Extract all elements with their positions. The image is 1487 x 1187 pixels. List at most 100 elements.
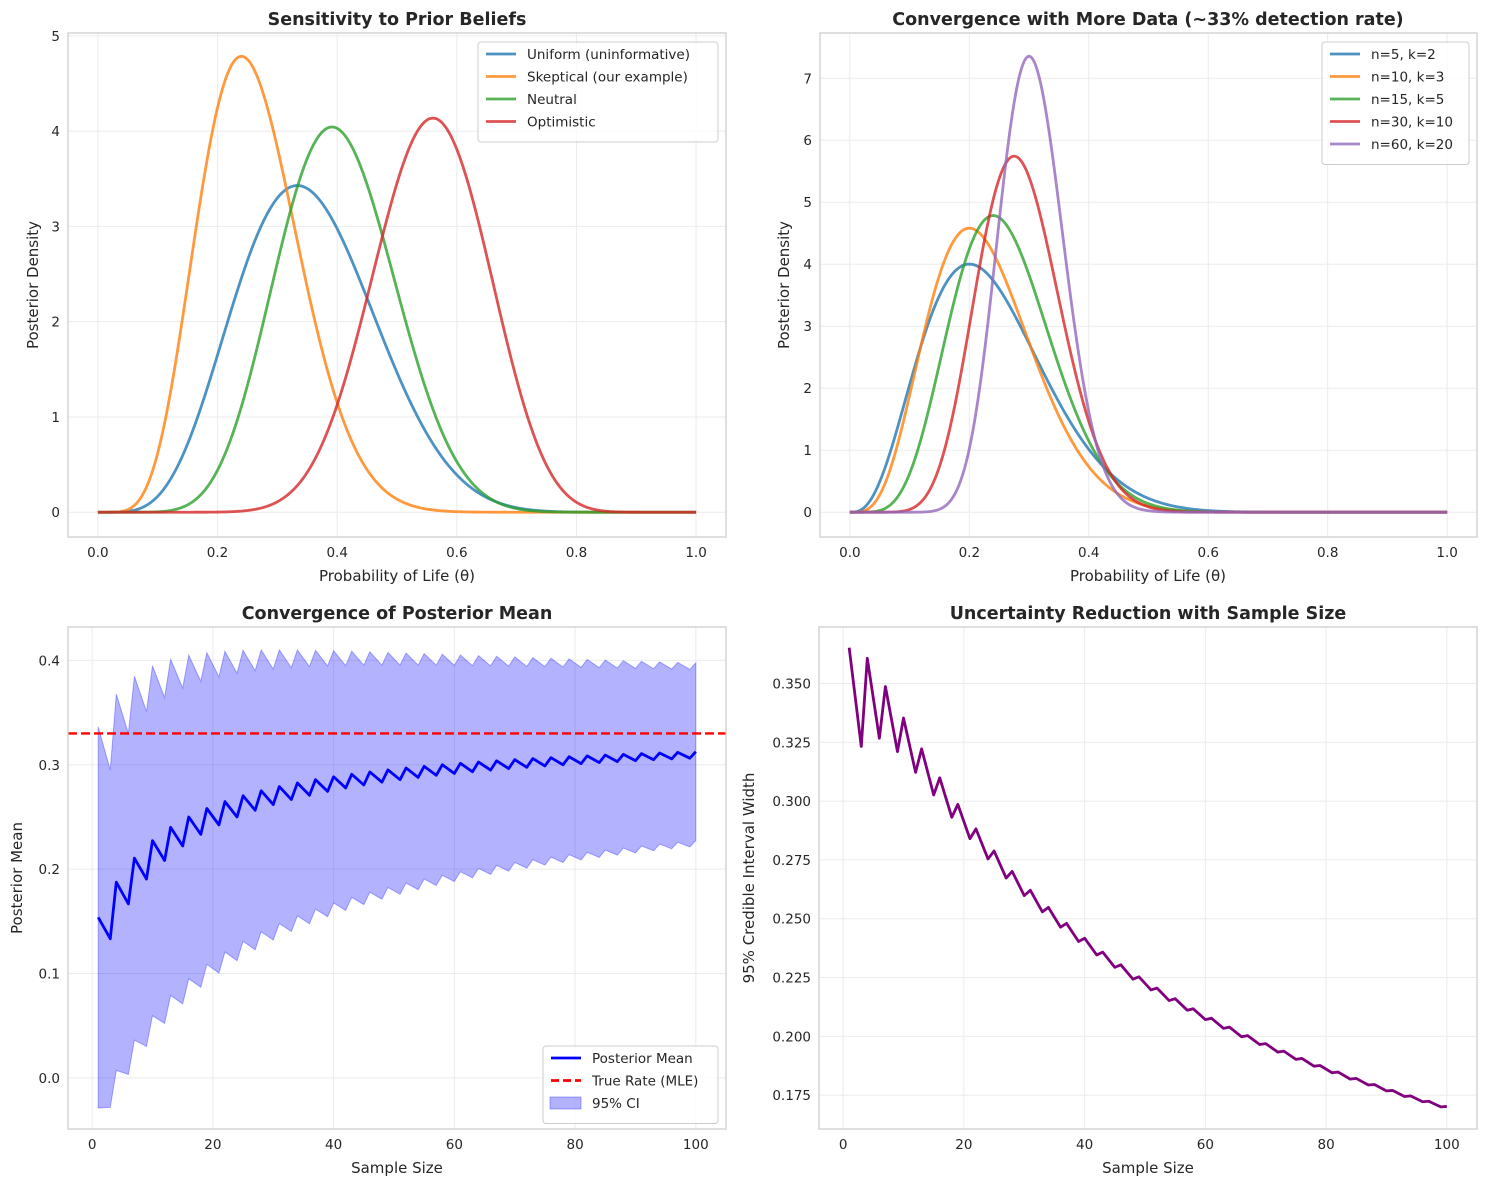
chart-title: Convergence of Posterior Mean [242,604,553,624]
y-tick-label: 1 [51,410,60,426]
y-tick-label: 5 [803,195,812,211]
posterior-mean-line [96,750,697,941]
y-tick-label: 6 [803,133,812,149]
y-tick-label: 0 [51,505,60,521]
y-tick-label: 0.275 [772,853,811,869]
panel-convergence-more-data: Convergence with More Data (~33% detecti… [775,10,1478,585]
legend-swatch [549,1096,582,1110]
x-tick-label: 100 [683,1137,709,1153]
legend-label: n=5, k=2 [1371,47,1436,63]
legend-label: Posterior Mean [592,1051,693,1067]
x-tick-label: 0.4 [1078,545,1099,561]
x-tick-label: 0.0 [839,545,860,561]
legend-item: Optimistic [486,115,596,131]
panel-prior-sensitivity: Sensitivity to Prior Beliefs Probability… [24,10,727,585]
y-axis-label: 95% Credible Interval Width [740,773,758,984]
y-tick-label: 0.4 [39,653,60,669]
x-tick-label: 0.8 [566,545,587,561]
legend-label: Neutral [527,92,577,108]
y-tick-label: 2 [51,315,60,331]
legend-item: n=10, k=3 [1330,70,1444,86]
y-tick-label: 4 [51,124,60,140]
y-tick-label: 0.225 [772,971,811,987]
x-tick-label: 0.6 [1197,545,1218,561]
x-axis-label: Sample Size [1102,1159,1194,1177]
x-tick-label: 20 [955,1137,972,1153]
grid [819,627,1477,1129]
x-axis-label: Probability of Life (θ) [319,567,475,585]
y-axis-label: Posterior Mean [8,822,26,934]
legend-item: n=30, k=10 [1330,115,1453,131]
legend-item: Skeptical (our example) [486,70,688,86]
y-axis-label: Posterior Density [24,221,42,349]
x-tick-label: 1.0 [685,545,706,561]
x-tick-label: 0 [88,1137,97,1153]
legend-label: Optimistic [527,115,596,131]
plot-marks [847,647,1447,1109]
x-tick-label: 40 [1076,1137,1093,1153]
plot-area [819,627,1477,1129]
legend-box [1321,41,1470,165]
axes-frame [67,626,727,1130]
legend-label: n=30, k=10 [1371,115,1453,131]
plot-marks [68,648,726,1109]
legend-item: 95% CI [549,1096,640,1112]
x-tick-label: 40 [325,1137,342,1153]
legend-item: Posterior Mean [551,1051,693,1067]
x-tick-label: 20 [204,1137,221,1153]
legend-label: True Rate (MLE) [591,1074,698,1090]
legend-label: n=60, k=20 [1371,137,1453,153]
y-tick-label: 7 [803,71,812,87]
legend-box [542,1045,719,1124]
chart-title: Uncertainty Reduction with Sample Size [950,604,1347,624]
x-axis-label: Probability of Life (θ) [1070,567,1226,585]
chart-title: Convergence with More Data (~33% detecti… [892,10,1403,30]
y-tick-label: 0.325 [772,735,811,751]
legend: Uniform (uninformative) Skeptical (our ex… [477,41,719,143]
legend-label: Skeptical (our example) [527,70,688,86]
series-line-optimistic [97,116,697,514]
y-tick-label: 0.1 [39,966,60,982]
plot-area [68,627,726,1129]
axes-frame [67,32,727,538]
legend-item: Neutral [486,92,577,108]
legend-item: n=60, k=20 [1330,137,1453,153]
y-tick-label: 1 [803,443,812,459]
legend-label: n=15, k=5 [1371,92,1444,108]
panel-uncertainty-reduction: Uncertainty Reduction with Sample Size S… [740,604,1478,1177]
x-tick-label: 0.0 [87,545,108,561]
axes-frame [818,626,1478,1130]
y-tick-label: 0.350 [772,676,811,692]
x-tick-label: 60 [446,1137,463,1153]
plot-marks [849,54,1448,514]
y-tick-label: 3 [803,319,812,335]
legend-item: n=5, k=2 [1330,47,1436,63]
ci-width-line [847,647,1447,1109]
x-tick-label: 0 [839,1137,848,1153]
x-tick-label: 0.8 [1317,545,1338,561]
legend-item: True Rate (MLE) [551,1074,698,1090]
x-tick-label: 0.6 [446,545,467,561]
y-tick-label: 0.175 [772,1088,811,1104]
legend-label: n=10, k=3 [1371,70,1444,86]
x-tick-label: 80 [1317,1137,1334,1153]
y-axis-label: Posterior Density [775,221,793,349]
y-tick-label: 4 [803,257,812,273]
y-tick-label: 5 [51,29,60,45]
series-line-n-60-k-20 [849,54,1448,514]
y-tick-label: 2 [803,381,812,397]
panel-posterior-mean-convergence: Convergence of Posterior Mean Sample Siz… [8,604,727,1177]
x-tick-label: 1.0 [1436,545,1457,561]
legend-item: n=15, k=5 [1330,92,1444,108]
y-tick-label: 0.200 [772,1029,811,1045]
legend: Posterior Mean True Rate (MLE) 95% CI [542,1045,719,1124]
y-tick-label: 0.3 [39,758,60,774]
x-tick-label: 60 [1197,1137,1214,1153]
y-tick-label: 3 [51,219,60,235]
x-axis-label: Sample Size [351,1159,443,1177]
series-line-neutral [97,125,697,514]
legend-item: Uniform (uninformative) [486,47,690,63]
y-tick-label: 0.2 [39,862,60,878]
x-tick-label: 0.4 [326,545,347,561]
